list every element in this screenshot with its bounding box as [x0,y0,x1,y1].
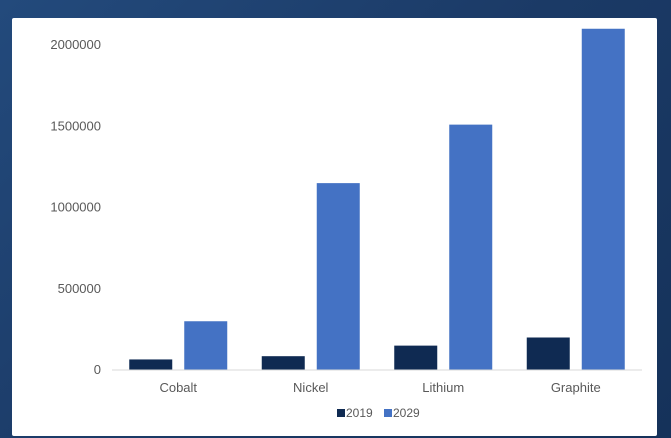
y-tick-label: 0 [94,362,101,377]
bar-lithium-2029 [449,124,493,370]
legend-label-2029: 2029 [393,406,420,420]
legend-label-2019: 2019 [346,406,373,420]
bars [129,28,625,370]
bar-cobalt-2029 [184,321,228,370]
legend: 2019 2029 [337,406,420,420]
x-category-label: Nickel [293,380,329,395]
x-axis-labels: Cobalt Nickel Lithium Graphite [159,380,600,395]
y-axis-ticks: 0 500000 1000000 1500000 2000000 [50,37,101,377]
x-category-label: Lithium [422,380,464,395]
bar-graphite-2019 [526,337,570,370]
bar-graphite-2029 [581,28,625,370]
x-category-label: Graphite [551,380,601,395]
y-tick-label: 500000 [58,281,101,296]
legend-swatch-2019 [337,409,345,417]
y-tick-label: 2000000 [50,37,101,52]
bar-nickel-2029 [316,183,360,370]
bar-nickel-2019 [261,356,305,370]
x-category-label: Cobalt [159,380,197,395]
bar-lithium-2019 [394,345,438,370]
legend-swatch-2029 [384,409,392,417]
y-tick-label: 1000000 [50,200,101,215]
y-tick-label: 1500000 [50,118,101,133]
bar-cobalt-2019 [129,359,173,370]
